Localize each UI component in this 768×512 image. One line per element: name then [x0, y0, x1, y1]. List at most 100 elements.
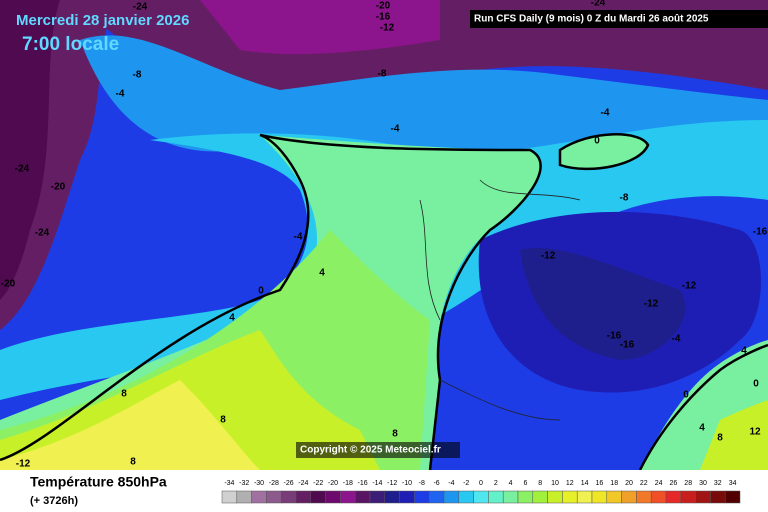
- contour-label: 4: [319, 268, 325, 279]
- legend-swatch: [428, 490, 445, 504]
- legend-swatch: [488, 490, 504, 504]
- contour-labels: -24 -20-16-12-24-8-4-8-4-40-8-24-20-24-20…: [1, 0, 768, 470]
- contour-label: 0: [594, 136, 600, 147]
- legend-label: 14: [581, 480, 589, 487]
- legend-label: 18: [610, 480, 618, 487]
- contour-label: -4: [391, 124, 400, 135]
- contour-label: -24: [591, 0, 606, 9]
- contour-label: 8: [130, 457, 136, 468]
- contour-label: -20: [51, 182, 66, 193]
- legend-swatch: [547, 490, 563, 504]
- contour-label: -16: [376, 12, 391, 23]
- legend-label: 28: [684, 480, 692, 487]
- legend-label: 6: [523, 480, 527, 487]
- contour-label: 8: [717, 433, 723, 444]
- contour-label: 4: [741, 346, 747, 357]
- contour-label: -8: [133, 70, 142, 81]
- contour-label: -8: [378, 69, 387, 80]
- legend-swatch: [443, 490, 460, 504]
- legend-label: -12: [387, 480, 397, 487]
- legend: -34 -32 -30 -28 -26 -24 -22 -20 -18 -16 -14 -12 -10-…: [221, 480, 741, 504]
- contour-label: -20: [376, 1, 391, 12]
- legend-label: 10: [551, 480, 559, 487]
- legend-label: -26: [284, 480, 294, 487]
- contour-label: -4: [294, 232, 303, 243]
- legend-swatch: [236, 490, 252, 504]
- legend-label: 32: [714, 480, 722, 487]
- legend-swatch: [665, 490, 682, 504]
- contour-label: -16: [753, 227, 768, 238]
- legend-swatch: [295, 490, 312, 504]
- contour-label: -4: [601, 108, 610, 119]
- legend-label: -18: [343, 480, 353, 487]
- forecast-date: Mercredi 28 janvier 2026: [16, 12, 189, 29]
- legend-label: -24: [298, 480, 308, 487]
- legend-label: -16: [358, 480, 368, 487]
- legend-swatch: [473, 490, 489, 504]
- legend-swatch: [591, 490, 608, 504]
- legend-label: 22: [640, 480, 648, 487]
- legend-swatch: [650, 490, 667, 504]
- legend-label: -2: [463, 480, 469, 487]
- contour-label: 0: [258, 286, 264, 297]
- legend-label: -32: [239, 480, 249, 487]
- legend-swatch: [221, 490, 238, 504]
- contour-label: 4: [699, 423, 705, 434]
- legend-swatch: [354, 490, 371, 504]
- legend-label: 4: [509, 480, 513, 487]
- contour-label: 12: [749, 427, 761, 438]
- legend-swatch: [340, 490, 356, 504]
- legend-swatch: [532, 490, 548, 504]
- footer-title: Température 850hPa: [30, 474, 167, 490]
- contour-label: -24: [15, 164, 30, 175]
- contour-label: 8: [392, 429, 398, 440]
- map-field: [0, 0, 768, 471]
- legend-label: -30: [254, 480, 264, 487]
- legend-swatch: [636, 490, 652, 504]
- legend-swatch: [369, 490, 386, 504]
- legend-label: -4: [448, 480, 454, 487]
- legend-label: -6: [433, 480, 439, 487]
- forecast-time: 7:00 locale: [22, 34, 119, 55]
- contour-label: -4: [116, 89, 125, 100]
- legend-swatch: [414, 490, 430, 504]
- legend-swatch: [399, 490, 415, 504]
- legend-swatch: [502, 490, 519, 504]
- contour-label: -12: [16, 459, 31, 470]
- legend-label: 16: [596, 480, 604, 487]
- legend-label: 26: [670, 480, 678, 487]
- contour-label: -8: [620, 193, 629, 204]
- legend-swatch: [606, 490, 622, 504]
- contour-label: 4: [229, 313, 235, 324]
- contour-label: -12: [682, 281, 697, 292]
- legend-label: 34: [729, 480, 737, 487]
- contour-label: -12: [644, 299, 659, 310]
- legend-swatch: [325, 490, 341, 504]
- contour-label: -16: [620, 340, 635, 351]
- legend-label: -20: [328, 480, 338, 487]
- contour-label: 8: [121, 389, 127, 400]
- contour-label: -24: [35, 228, 50, 239]
- legend-swatch: [562, 490, 578, 504]
- legend-label: 12: [566, 480, 574, 487]
- legend-label: 8: [538, 480, 542, 487]
- legend-label: 2: [494, 480, 498, 487]
- contour-label: -4: [672, 334, 681, 345]
- run-info: Run CFS Daily (9 mois) 0 Z du Mardi 26 a…: [474, 14, 709, 25]
- legend-label: 24: [655, 480, 663, 487]
- contour-label: 8: [220, 415, 226, 426]
- contour-label: 0: [753, 379, 759, 390]
- legend-swatch: [251, 490, 267, 504]
- legend-label: -22: [313, 480, 323, 487]
- legend-label: -10: [402, 480, 412, 487]
- legend-swatch: [266, 490, 282, 504]
- contour-label: -24: [133, 2, 148, 13]
- legend-label: 30: [699, 480, 707, 487]
- legend-swatch: [517, 490, 534, 504]
- footer-lead: (+ 3726h): [30, 495, 78, 507]
- legend-swatch: [621, 490, 637, 504]
- contour-label: -16: [607, 331, 622, 342]
- legend-swatch: [310, 490, 326, 504]
